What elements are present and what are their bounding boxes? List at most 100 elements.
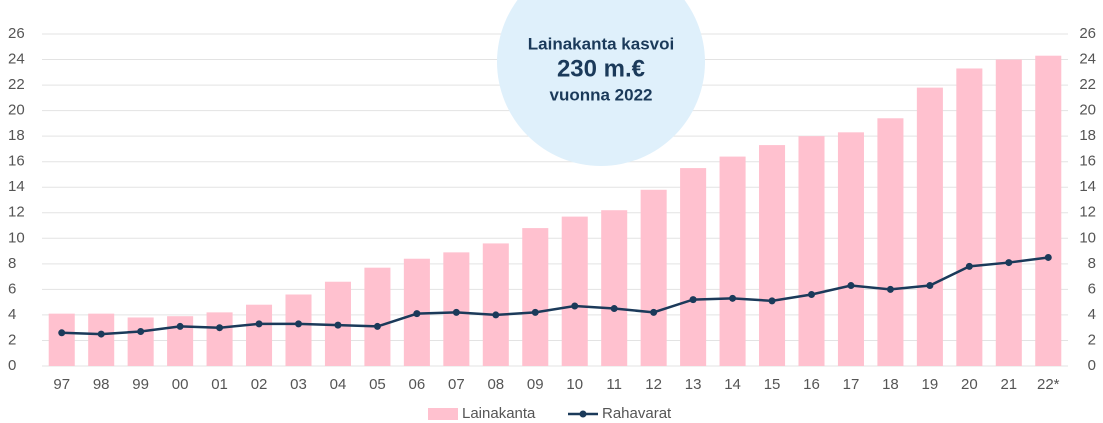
bar [916,87,943,366]
bar [995,59,1022,367]
y-tick-label: 6 [8,280,16,297]
point [729,294,737,302]
bar [88,313,115,366]
point [334,321,342,329]
bar [285,294,312,366]
point [137,328,145,336]
bar [206,312,233,366]
bar [601,210,628,366]
y2-tick-label: 26 [1079,25,1096,42]
point [452,308,460,316]
bar [561,216,588,366]
bar [482,243,509,366]
point [808,290,815,298]
y2-tick-label: 22 [1079,76,1096,93]
point [886,285,894,293]
x-tick-label: 98 [93,376,110,393]
x-tick-label: 22* [1037,376,1060,393]
point [97,330,105,338]
x-tick-label: 08 [487,376,504,393]
x-tick-label: 07 [448,376,465,393]
x-tick-label: 10 [566,376,583,393]
point [768,297,776,305]
bar [680,168,707,366]
annotation-line: Lainakanta kasvoi [528,34,674,53]
legend-label: Rahavarat [602,405,672,422]
y-tick-label: 4 [8,306,16,323]
x-tick-label: 17 [843,376,860,393]
x-tick-label: 12 [645,376,662,393]
y-tick-label: 12 [8,204,25,221]
bar [48,313,75,366]
point [610,305,618,313]
bar [127,317,154,366]
x-tick-label: 09 [527,376,544,393]
point [176,322,184,330]
y2-tick-label: 6 [1088,280,1096,297]
y-tick-label: 18 [8,127,25,144]
point [965,262,973,270]
y-tick-label: 16 [8,153,25,170]
x-tick-label: 11 [606,376,622,393]
y-tick-label: 24 [8,51,25,68]
x-tick-label: 01 [211,376,228,393]
point [1044,253,1052,261]
point [650,308,658,316]
bar [246,304,273,366]
bars [48,55,1062,367]
y2-tick-label: 20 [1079,102,1096,119]
bar [364,267,391,366]
x-tick-label: 00 [172,376,189,393]
point [689,296,697,304]
x-tick-label: 06 [409,376,426,393]
y-tick-label: 10 [8,229,25,246]
y2-tick-label: 10 [1079,229,1096,246]
bar [640,189,667,366]
y2-tick-label: 18 [1079,127,1096,144]
legend-label: Lainakanta [462,405,536,422]
bar [798,136,825,366]
y2-tick-label: 8 [1088,255,1096,272]
x-tick-label: 21 [1000,376,1017,393]
x-tick-label: 99 [132,376,149,393]
bar [759,145,786,366]
annotation-line: 230 m.€ [557,55,645,82]
x-tick-label: 14 [724,376,741,393]
line [61,256,1049,336]
bar [522,228,549,366]
x-tick-label: 20 [961,376,978,393]
y-tick-label: 20 [8,102,25,119]
bar [837,132,864,366]
x-tick-label: 16 [803,376,820,393]
y2-tick-label: 4 [1088,306,1096,323]
y2-tick-label: 12 [1079,204,1096,221]
y2-tick-label: 2 [1088,331,1096,348]
y2-tick-label: 24 [1079,51,1096,68]
x-tick-label: 03 [290,376,307,393]
point [1005,259,1013,267]
x-tick-label: 04 [330,376,347,393]
y-tick-label: 0 [8,357,16,374]
point [413,310,421,318]
bar [719,156,746,366]
x-tick-label: 13 [685,376,702,393]
x-tick-label: 18 [882,376,899,393]
y2-tick-label: 14 [1079,178,1096,195]
point [492,311,500,319]
bar [1035,55,1062,366]
point [255,320,263,328]
annotation-bubble [497,0,705,166]
x-tick-label: 02 [251,376,268,393]
point [58,329,66,337]
point [531,308,539,316]
legend-swatch [579,410,587,418]
bar [956,68,983,366]
point [571,302,579,310]
y-tick-label: 14 [8,178,25,195]
point [926,282,934,290]
x-tick-label: 15 [764,376,781,393]
point [216,324,224,332]
x-tick-label: 97 [53,376,70,393]
legend-swatch [428,408,458,420]
